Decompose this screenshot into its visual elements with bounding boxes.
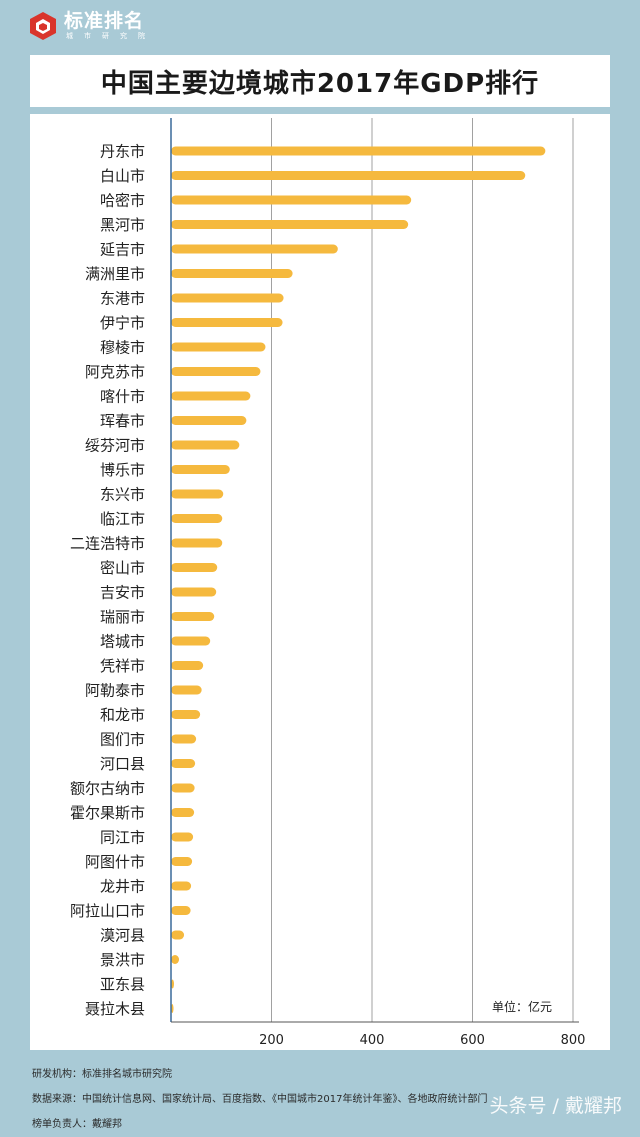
bar xyxy=(171,857,193,866)
bar xyxy=(171,514,223,523)
bar xyxy=(171,318,283,327)
category-label: 二连浩特市 xyxy=(70,535,145,553)
category-label: 延吉市 xyxy=(100,241,145,259)
bar xyxy=(171,538,223,548)
bar xyxy=(171,881,192,891)
unit-label: 单位：亿元 xyxy=(492,999,552,1014)
bar xyxy=(171,759,196,768)
bar xyxy=(171,293,284,303)
bar xyxy=(171,906,191,915)
category-label: 额尔古纳市 xyxy=(70,780,145,798)
category-label: 阿拉山口市 xyxy=(70,902,145,920)
bar xyxy=(171,342,266,352)
category-label: 哈密市 xyxy=(100,192,145,210)
bar-chart: 丹东市白山市哈密市黑河市延吉市满洲里市东港市伊宁市穆棱市阿克苏市喀什市珲春市绥芬… xyxy=(70,118,586,1048)
brand-name: 标准排名 xyxy=(64,10,145,32)
category-label: 阿勒泰市 xyxy=(85,682,145,700)
category-label: 喀什市 xyxy=(100,388,145,406)
category-label: 同江市 xyxy=(100,829,145,847)
category-label: 东兴市 xyxy=(100,486,145,504)
bar xyxy=(171,636,211,646)
category-label: 密山市 xyxy=(100,559,145,577)
bar xyxy=(171,195,412,205)
category-label: 聂拉木县 xyxy=(85,1000,145,1018)
footer-responsible: 榜单负责人：戴耀邦 xyxy=(32,1119,122,1130)
category-label: 绥芬河市 xyxy=(85,437,145,455)
category-label: 伊宁市 xyxy=(100,314,145,332)
bar xyxy=(171,171,526,180)
category-label: 穆棱市 xyxy=(100,339,145,357)
x-tick-label: 400 xyxy=(360,1033,385,1048)
bar xyxy=(171,808,195,817)
bar xyxy=(171,367,261,376)
category-label: 临江市 xyxy=(100,510,145,528)
footer: 研发机构：标准排名城市研究院 数据来源：中国统计信息网、国家统计局、百度指数、《… xyxy=(32,1062,632,1137)
corner-watermark: 头条号 / 戴耀邦 xyxy=(489,1095,622,1117)
bar xyxy=(171,930,185,940)
category-label: 亚东县 xyxy=(100,976,145,994)
category-label: 东港市 xyxy=(100,290,145,308)
bar xyxy=(171,955,180,964)
bar xyxy=(171,661,204,670)
title-box: 中国主要边境城市2017年GDP排行 xyxy=(30,55,610,107)
bar xyxy=(171,146,546,156)
bar xyxy=(171,563,218,572)
bar xyxy=(171,587,217,597)
category-label: 吉安市 xyxy=(100,584,145,602)
footer-institution: 研发机构：标准排名城市研究院 xyxy=(32,1069,172,1080)
chart-title: 中国主要边境城市2017年GDP排行 xyxy=(100,68,540,99)
brand-subtitle: 城市研究院 xyxy=(66,32,156,40)
category-label: 塔城市 xyxy=(100,633,145,651)
category-label: 满洲里市 xyxy=(85,265,145,283)
category-label: 河口县 xyxy=(100,755,145,773)
chart-panel: 丹东市白山市哈密市黑河市延吉市满洲里市东港市伊宁市穆棱市阿克苏市喀什市珲春市绥芬… xyxy=(30,114,610,1050)
bar xyxy=(171,244,338,254)
footer-source: 数据来源：中国统计信息网、国家统计局、百度指数、《中国城市2017年统计年鉴》、… xyxy=(32,1094,488,1105)
category-label: 和龙市 xyxy=(100,706,145,724)
category-label: 图们市 xyxy=(100,731,145,749)
brand-logo: 标准排名 城市研究院 xyxy=(28,10,156,41)
x-tick-label: 800 xyxy=(561,1033,586,1048)
category-label: 阿克苏市 xyxy=(85,363,145,381)
category-label: 瑞丽市 xyxy=(100,608,145,626)
bar xyxy=(171,710,201,719)
bar xyxy=(171,783,195,793)
category-label: 漠河县 xyxy=(100,927,145,945)
bar xyxy=(171,685,202,695)
header-band: 标准排名 城市研究院 xyxy=(0,0,640,52)
x-tick-label: 600 xyxy=(460,1033,485,1048)
category-label: 丹东市 xyxy=(100,143,145,161)
bar xyxy=(171,979,175,989)
brand-logo-icon xyxy=(30,11,56,40)
bar xyxy=(171,220,409,229)
bar xyxy=(171,416,247,425)
category-label: 珲春市 xyxy=(100,412,145,430)
x-tick-label: 200 xyxy=(259,1033,284,1048)
category-label: 阿图什市 xyxy=(85,853,145,871)
category-label: 黑河市 xyxy=(100,216,145,234)
bar xyxy=(171,832,194,842)
category-label: 白山市 xyxy=(100,167,145,185)
bar xyxy=(171,391,251,401)
category-label: 博乐市 xyxy=(100,461,145,479)
bar xyxy=(171,612,215,621)
bar xyxy=(171,489,224,499)
category-label: 凭祥市 xyxy=(100,657,145,675)
category-label: 龙井市 xyxy=(100,878,145,896)
category-label: 霍尔果斯市 xyxy=(70,804,145,822)
bar xyxy=(171,440,240,450)
category-label: 景洪市 xyxy=(100,951,145,969)
bar xyxy=(171,269,293,278)
bar xyxy=(171,465,230,474)
bar xyxy=(171,734,197,744)
